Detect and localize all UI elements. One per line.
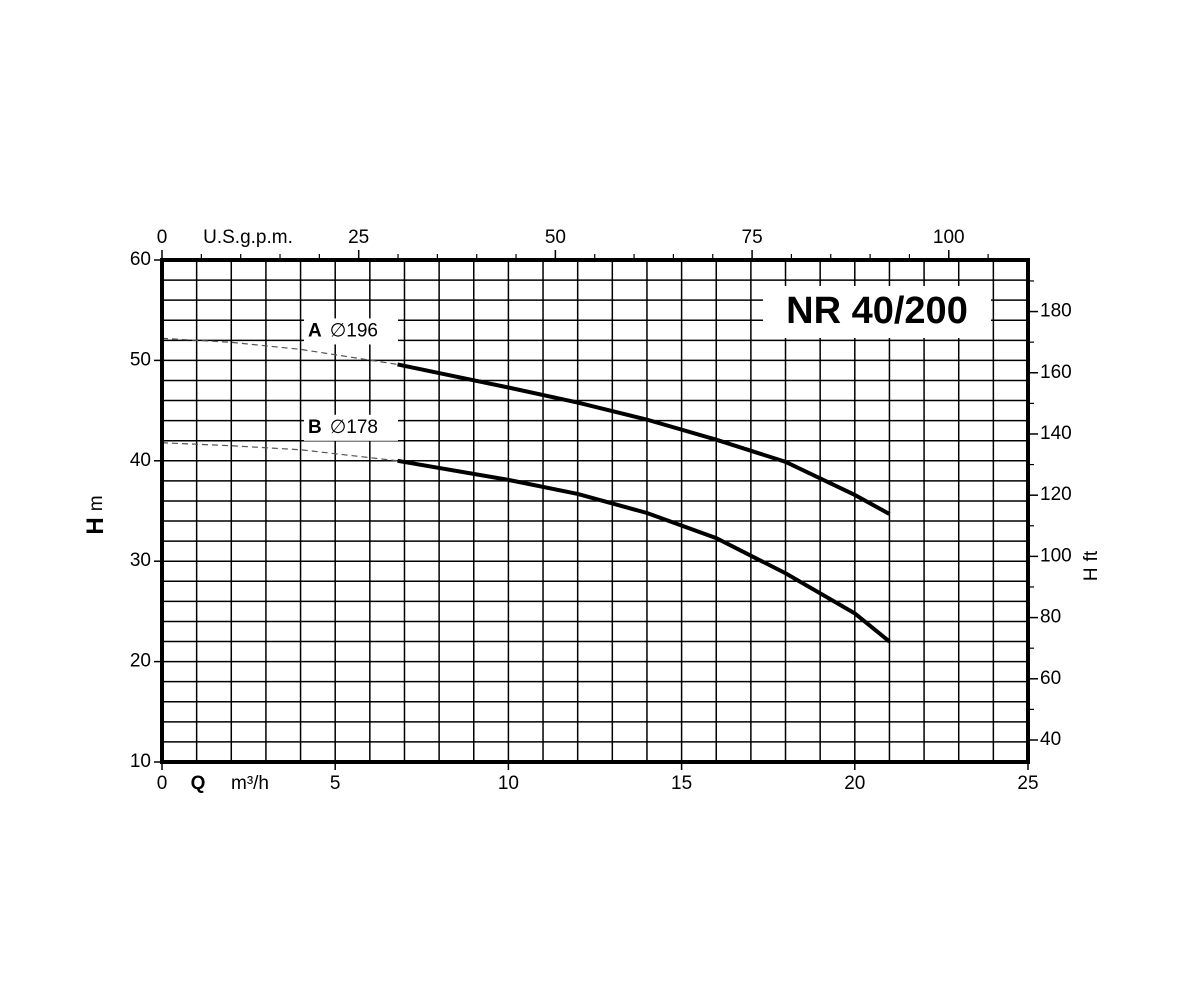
series-name: A	[308, 320, 322, 341]
y2-tick-label: 160	[1040, 362, 1072, 383]
x2-tick-label: 75	[742, 227, 763, 248]
y-tick-label: 20	[130, 651, 151, 672]
x-axis-unit: m³/h	[231, 773, 269, 794]
x-tick-label: 0	[157, 773, 168, 794]
y-axis-symbol: H	[82, 517, 109, 534]
y2-tick-label: 180	[1040, 301, 1072, 322]
curve-extension	[161, 442, 398, 462]
series-diameter: ∅178	[330, 417, 378, 438]
y-tick-label: 50	[130, 349, 151, 370]
title-box	[763, 286, 991, 338]
series-name: B	[308, 417, 322, 438]
x-tick-label: 25	[1017, 773, 1038, 794]
x-tick-label: 15	[671, 773, 692, 794]
curve	[397, 458, 891, 644]
x-tick-label: 5	[330, 773, 341, 794]
y2-axis-label: Hft	[1081, 550, 1102, 581]
y-tick-label: 60	[130, 249, 151, 270]
y-tick-label: 40	[130, 450, 151, 471]
x-axis-symbol: Q	[191, 773, 206, 794]
x2-tick-label: 100	[933, 227, 965, 248]
y2-axis-unit: ft	[1081, 550, 1102, 561]
y-tick-label: 30	[130, 550, 151, 571]
x-tick-label: 20	[844, 773, 865, 794]
curve-extension	[161, 337, 398, 366]
x2-axis-label: U.S.g.p.m.	[203, 227, 293, 248]
y2-tick-label: 60	[1040, 668, 1061, 689]
x2-tick-label: 0	[157, 227, 168, 248]
y2-tick-label: 100	[1040, 545, 1072, 566]
y2-axis-symbol: H	[1081, 567, 1102, 581]
y2-tick-label: 140	[1040, 423, 1072, 444]
series-label-bg	[304, 318, 398, 345]
series-label: B ∅178	[308, 417, 378, 438]
chart-title: NR 40/200	[786, 290, 968, 332]
x2-tick-label: 25	[348, 227, 369, 248]
y-tick-label: 10	[130, 751, 151, 772]
plot-frame	[160, 258, 1030, 764]
series-diameter: ∅196	[330, 320, 378, 341]
series-label: A ∅196	[308, 320, 378, 341]
x-tick-label: 10	[498, 773, 519, 794]
y2-tick-label: 80	[1040, 607, 1061, 628]
y-axis-unit: m	[86, 495, 107, 511]
series-label-bg	[304, 414, 398, 441]
y2-tick-label: 40	[1040, 729, 1061, 750]
y2-tick-label: 120	[1040, 484, 1072, 505]
y-axis-label: Hm	[82, 495, 109, 534]
curve	[397, 362, 891, 516]
x2-tick-label: 50	[545, 227, 566, 248]
